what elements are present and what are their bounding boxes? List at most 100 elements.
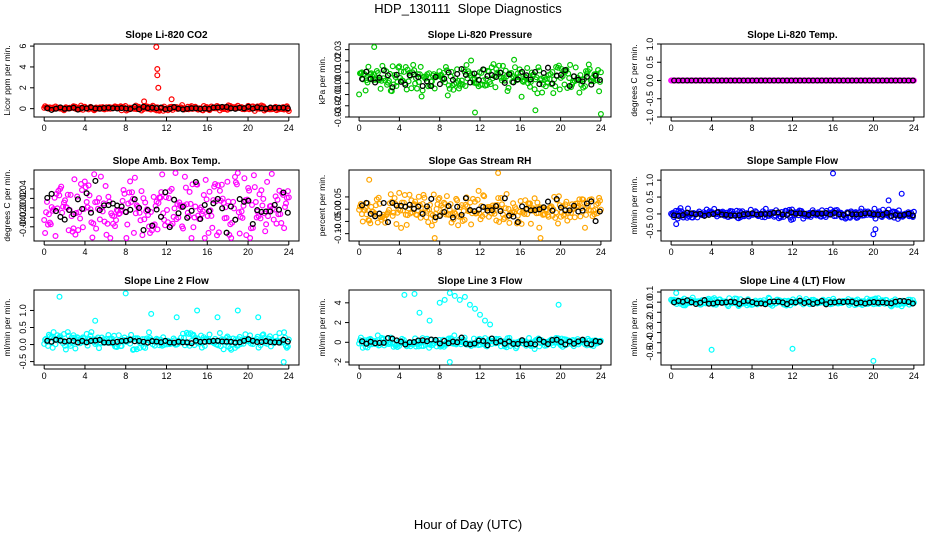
highlight-point xyxy=(557,204,565,211)
outlier-point xyxy=(122,290,129,297)
data-point xyxy=(524,64,531,71)
data-point xyxy=(67,191,74,198)
highlight-point xyxy=(544,198,552,205)
outlier-point xyxy=(441,296,448,303)
highlight-point xyxy=(197,215,204,223)
y-axis-label: ml/min per min. xyxy=(2,298,12,356)
data-point xyxy=(103,231,110,238)
outlier-point xyxy=(411,290,418,297)
data-point xyxy=(164,207,171,214)
highlight-point xyxy=(523,72,530,79)
data-point xyxy=(105,193,112,200)
highlight-point xyxy=(519,337,526,344)
data-point xyxy=(451,332,458,339)
chart-panel: Slope Li-820 CO2 Licor ppm per min. 0 4 8 12 1… xyxy=(2,30,300,133)
data-point xyxy=(139,232,146,239)
data-point xyxy=(260,195,267,202)
highlight-point xyxy=(714,209,721,216)
highlight-point xyxy=(384,219,392,226)
highlight-point xyxy=(536,81,543,88)
highlight-point xyxy=(428,82,435,90)
data-point xyxy=(79,224,86,231)
y-axis-label: degrees C per min. xyxy=(629,44,639,116)
data-point xyxy=(458,77,465,84)
data-point xyxy=(428,222,435,229)
data-point xyxy=(111,223,118,230)
highlight-point xyxy=(397,338,405,345)
x-tick-label: 24 xyxy=(909,247,919,257)
data-point xyxy=(576,89,583,96)
data-point xyxy=(581,224,588,231)
data-point xyxy=(405,78,412,85)
data-point xyxy=(64,329,71,336)
data-point xyxy=(280,191,287,198)
x-tick-label: 12 xyxy=(161,371,171,381)
outlier-point xyxy=(708,346,715,353)
data-point xyxy=(141,216,148,223)
panel-title: Slope Amb. Box Temp. xyxy=(113,156,221,167)
data-point xyxy=(251,184,258,191)
data-point xyxy=(469,70,476,77)
outlier-point xyxy=(829,170,836,177)
highlight-point xyxy=(544,341,552,348)
highlight-point xyxy=(501,79,508,86)
highlight-point xyxy=(57,213,64,220)
outlier-point xyxy=(141,98,148,105)
y-tick-label: -0.02 xyxy=(333,96,343,117)
data-point xyxy=(137,217,144,224)
data-point xyxy=(47,221,54,228)
x-tick-label: 0 xyxy=(669,247,674,257)
data-point xyxy=(550,90,557,97)
highlight-point xyxy=(376,210,383,217)
data-point xyxy=(368,203,375,210)
data-point xyxy=(375,194,382,201)
highlight-point xyxy=(188,207,195,214)
y-tick-label: -0.01 xyxy=(333,84,343,105)
data-point xyxy=(199,208,206,215)
data-point xyxy=(496,62,503,69)
data-point xyxy=(127,178,134,185)
highlight-point xyxy=(818,297,825,304)
data-point xyxy=(232,173,239,180)
data-point xyxy=(115,332,122,339)
chart-panel: Slope Gas Stream RH percent per min. 0 4 8 12… xyxy=(317,156,612,257)
data-point xyxy=(249,202,256,209)
data-point xyxy=(555,62,562,69)
y-tick-label: -0.4 xyxy=(645,335,655,351)
highlight-point xyxy=(701,297,708,304)
x-tick-label: 4 xyxy=(82,123,87,133)
x-tick-label: 4 xyxy=(397,371,402,381)
y-tick-label: 2 xyxy=(18,85,28,90)
x-tick-label: 16 xyxy=(202,123,212,133)
outlier-point xyxy=(461,293,468,300)
data-point xyxy=(408,85,415,92)
highlight-point xyxy=(206,208,213,215)
panel-title: Slope Sample Flow xyxy=(747,156,838,167)
highlight-point xyxy=(406,201,413,208)
data-point xyxy=(169,220,176,227)
data-point xyxy=(242,331,249,338)
highlight-point xyxy=(909,212,916,219)
y-tick-label: 0.0 xyxy=(18,338,28,351)
x-tick-label: 20 xyxy=(556,371,566,381)
x-tick-label: 24 xyxy=(909,371,919,381)
y-tick-label: 4 xyxy=(18,64,28,69)
data-point xyxy=(436,195,443,202)
x-tick-label: 0 xyxy=(357,371,362,381)
y-tick-label: 0.01 xyxy=(333,63,343,81)
highlight-point xyxy=(532,341,539,348)
highlight-point xyxy=(271,201,278,208)
highlight-point xyxy=(510,213,517,220)
highlight-point xyxy=(118,203,125,210)
x-tick-label: 16 xyxy=(515,123,525,133)
data-point xyxy=(95,195,102,202)
highlight-point xyxy=(363,199,370,206)
data-point xyxy=(209,224,216,231)
x-tick-label: 0 xyxy=(42,123,47,133)
data-point xyxy=(490,61,497,68)
x-tick-label: 16 xyxy=(202,247,212,257)
chart-panel: Slope Li-820 Temp. degrees C per min. 0 4 8 1… xyxy=(629,30,925,133)
data-point xyxy=(597,69,604,76)
highlight-point xyxy=(493,73,500,81)
data-point xyxy=(228,235,235,242)
